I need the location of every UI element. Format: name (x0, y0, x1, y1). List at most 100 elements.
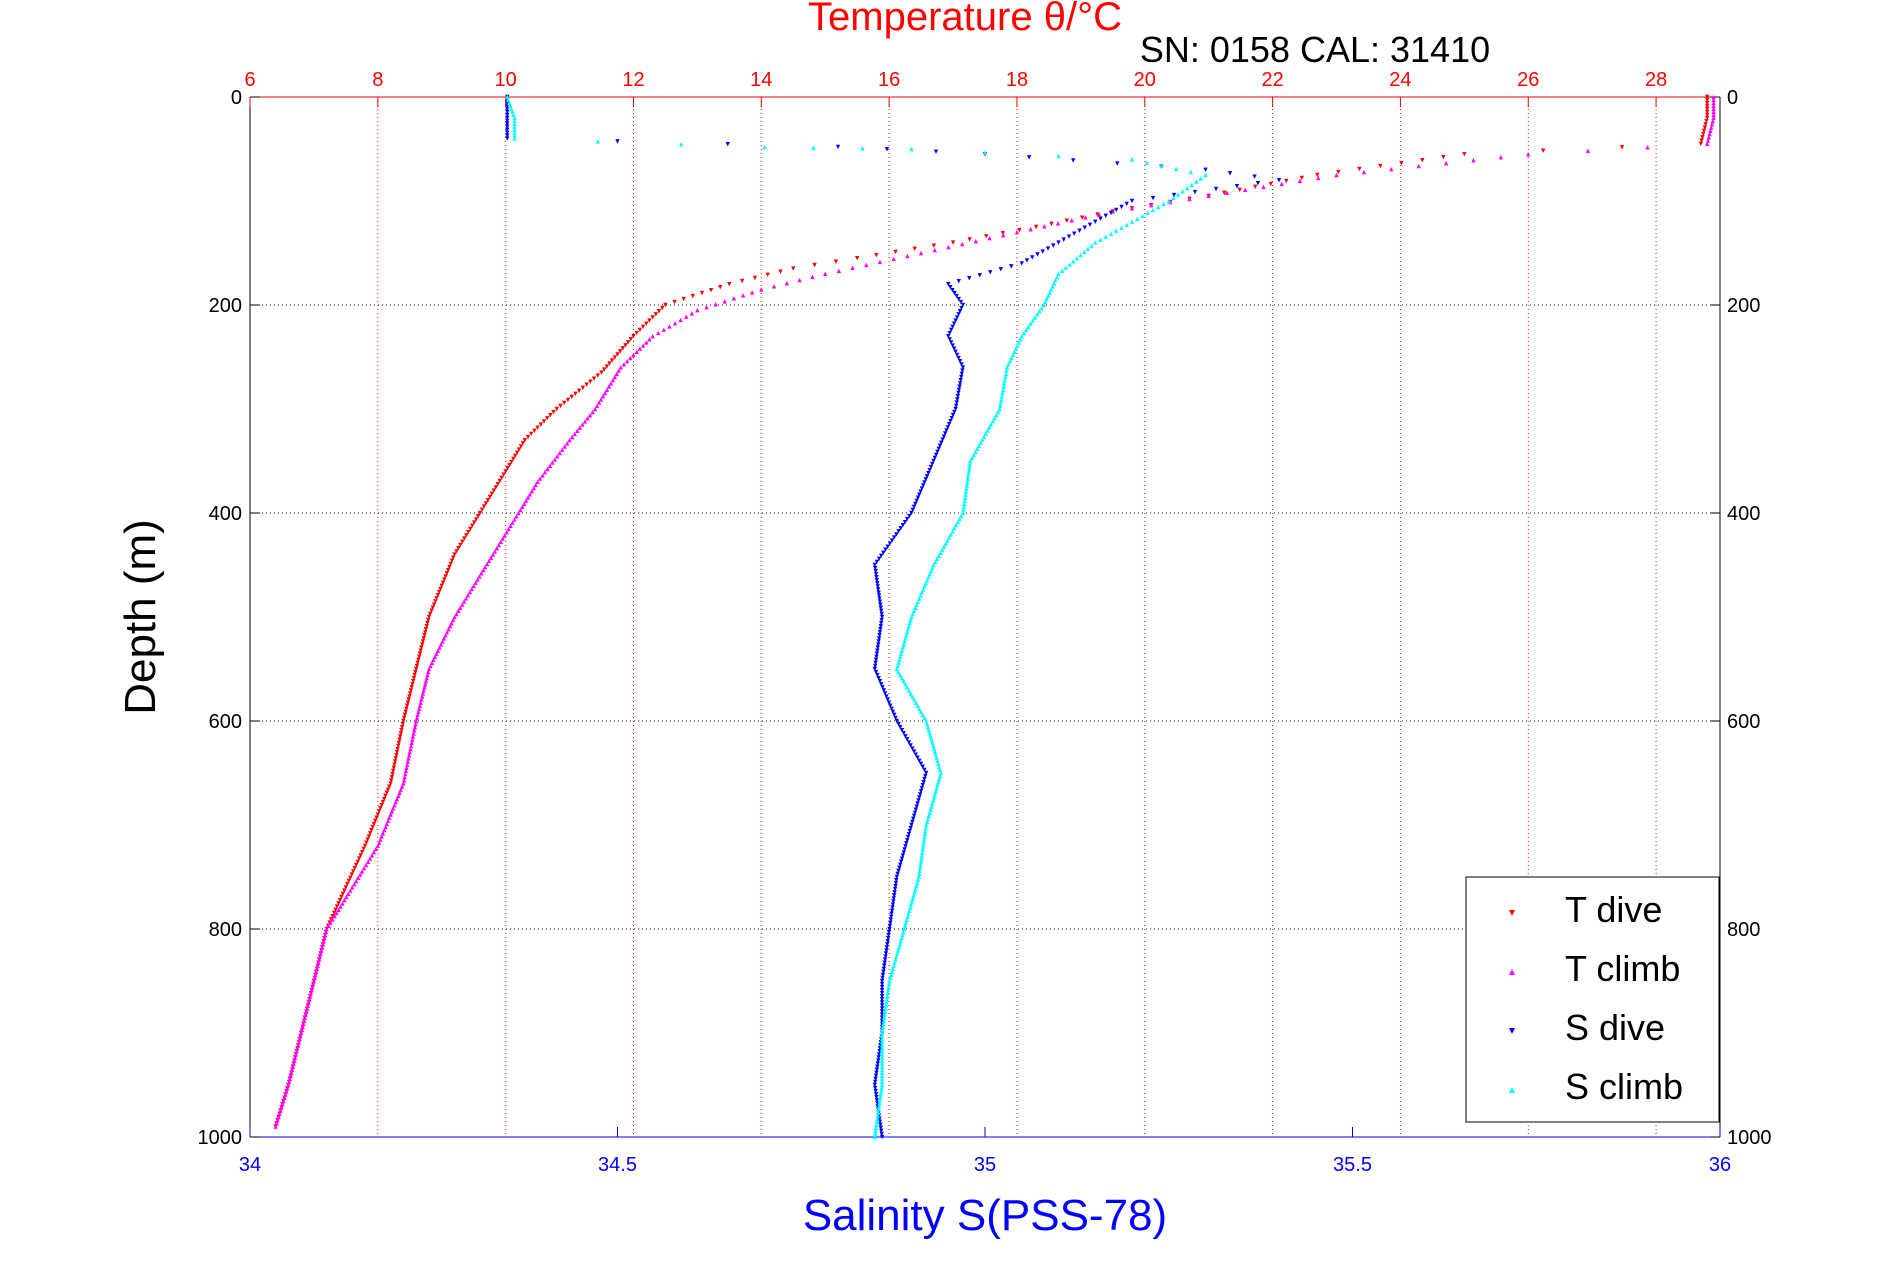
data-point (1336, 169, 1341, 175)
data-point (1189, 182, 1194, 187)
data-point (883, 1003, 889, 1008)
data-point (618, 365, 623, 370)
data-point (647, 318, 652, 323)
data-point (390, 771, 395, 777)
data-point (936, 779, 941, 785)
data-point (901, 926, 907, 932)
data-point (877, 596, 882, 601)
data-point (920, 483, 926, 488)
data-point (348, 888, 353, 893)
data-point (1019, 334, 1024, 339)
data-point (948, 419, 953, 424)
data-point (881, 550, 886, 555)
data-point (584, 382, 589, 387)
data-point (1443, 160, 1449, 166)
data-point (884, 147, 890, 152)
temperature-tick-label: 22 (1261, 69, 1283, 91)
data-point (883, 951, 889, 956)
data-point (752, 275, 758, 281)
data-point (407, 694, 412, 699)
data-point (403, 771, 408, 777)
data-point (399, 728, 404, 733)
data-point (535, 425, 540, 430)
data-point (872, 562, 877, 568)
legend-box (1465, 876, 1720, 1123)
data-point (886, 932, 891, 938)
data-point (1188, 169, 1193, 175)
data-point (497, 478, 502, 484)
data-point (1213, 186, 1219, 192)
data-point (759, 287, 764, 292)
data-point (1033, 224, 1039, 230)
data-point (479, 507, 485, 512)
data-point (1071, 259, 1076, 264)
data-point (1701, 128, 1707, 133)
data-point (1711, 106, 1716, 112)
data-point (924, 770, 929, 776)
data-point (889, 969, 895, 975)
data-point (879, 1073, 885, 1079)
data-point (905, 627, 911, 632)
data-point (545, 466, 550, 472)
data-point (950, 412, 956, 418)
data-point (397, 790, 402, 795)
depth-tick-label: 800 (1727, 919, 1760, 941)
data-point (295, 1043, 301, 1048)
data-point (878, 1125, 884, 1131)
data-point (884, 945, 890, 950)
data-point (1085, 246, 1091, 252)
data-point (595, 373, 600, 378)
depth-axis-label: Depth (m) (116, 519, 165, 715)
data-point (879, 1128, 884, 1134)
data-point (900, 932, 905, 938)
data-point (531, 485, 536, 491)
data-point (1071, 158, 1076, 163)
data-point (395, 746, 400, 752)
data-point (392, 762, 397, 767)
data-point (304, 1009, 309, 1014)
data-point (955, 397, 960, 402)
data-point (1045, 246, 1051, 251)
data-point (297, 1036, 302, 1042)
data-point (289, 1067, 295, 1072)
data-point (1098, 216, 1103, 222)
data-point (957, 384, 962, 389)
data-point (678, 317, 683, 323)
legend-label: T climb (1565, 948, 1680, 989)
data-point (1705, 112, 1710, 118)
data-point (330, 917, 335, 922)
data-point (432, 654, 438, 659)
data-point (313, 969, 319, 975)
data-point (960, 368, 965, 373)
data-point (917, 758, 922, 763)
data-point (1051, 243, 1056, 248)
data-point (387, 784, 392, 789)
data-point (1013, 346, 1019, 351)
data-point (308, 991, 314, 996)
data-point (366, 834, 372, 839)
data-point (924, 474, 930, 479)
data-point (885, 544, 890, 549)
data-point (1004, 368, 1009, 373)
data-point (864, 262, 869, 268)
data-point (503, 469, 508, 474)
data-point (999, 397, 1004, 402)
data-point (493, 485, 499, 490)
data-point (414, 715, 420, 721)
temperature-tick-label: 16 (878, 69, 900, 91)
data-point (425, 620, 430, 626)
data-point (1028, 321, 1033, 326)
data-point (889, 706, 894, 711)
data-point (602, 390, 608, 396)
data-point (438, 642, 444, 647)
data-point (396, 793, 401, 799)
data-point (1034, 312, 1040, 317)
data-point (910, 819, 915, 825)
data-point (402, 712, 408, 718)
data-point (459, 602, 465, 607)
data-point (554, 406, 559, 412)
data-point (332, 914, 337, 919)
data-point (640, 324, 646, 330)
data-point (954, 293, 959, 299)
data-point (1711, 97, 1716, 103)
